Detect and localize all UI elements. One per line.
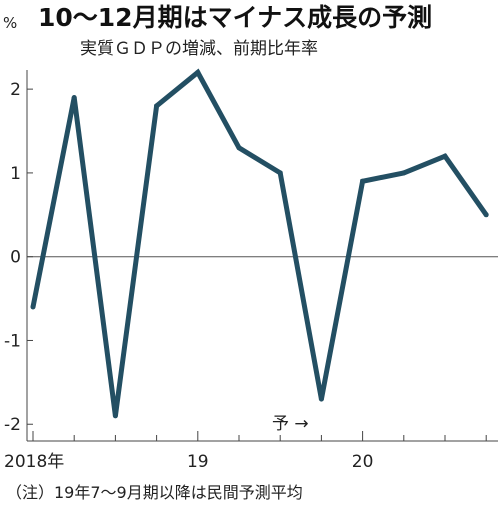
chart-subtitle: 実質ＧＤＰの増減、前期比年率 [80, 39, 318, 59]
forecast-annotation: 予 → [272, 414, 309, 434]
data-point [318, 396, 324, 402]
data-points [30, 69, 489, 419]
series-line [30, 68, 489, 417]
x-ticks: 2018年 19 20 [4, 431, 487, 472]
y-ticks: 2 1 0 -1 -2 [4, 80, 33, 435]
x-tick-label: 2018年 [4, 452, 64, 472]
data-point [71, 95, 77, 101]
data-point [236, 145, 242, 151]
data-point [360, 178, 366, 184]
y-tick-label: -2 [4, 415, 21, 435]
x-tick-label: 20 [352, 452, 374, 472]
data-point [442, 153, 448, 159]
data-point [195, 69, 201, 75]
chart-note: （注）19年7～9月期以降は民間予測平均 [6, 483, 303, 502]
data-point [112, 413, 118, 419]
y-tick-label: 1 [10, 164, 21, 184]
y-unit-label: % [3, 14, 17, 32]
data-point [401, 170, 407, 176]
data-point [154, 103, 160, 109]
y-tick-label: 0 [10, 248, 21, 268]
data-point [277, 170, 283, 176]
y-tick-label: -1 [4, 331, 21, 351]
y-tick-label: 2 [10, 80, 21, 100]
data-point [483, 212, 489, 218]
x-tick-label: 19 [187, 452, 209, 472]
data-point [30, 304, 36, 310]
chart-title: 10～12月期はマイナス成長の予測 [38, 3, 432, 32]
